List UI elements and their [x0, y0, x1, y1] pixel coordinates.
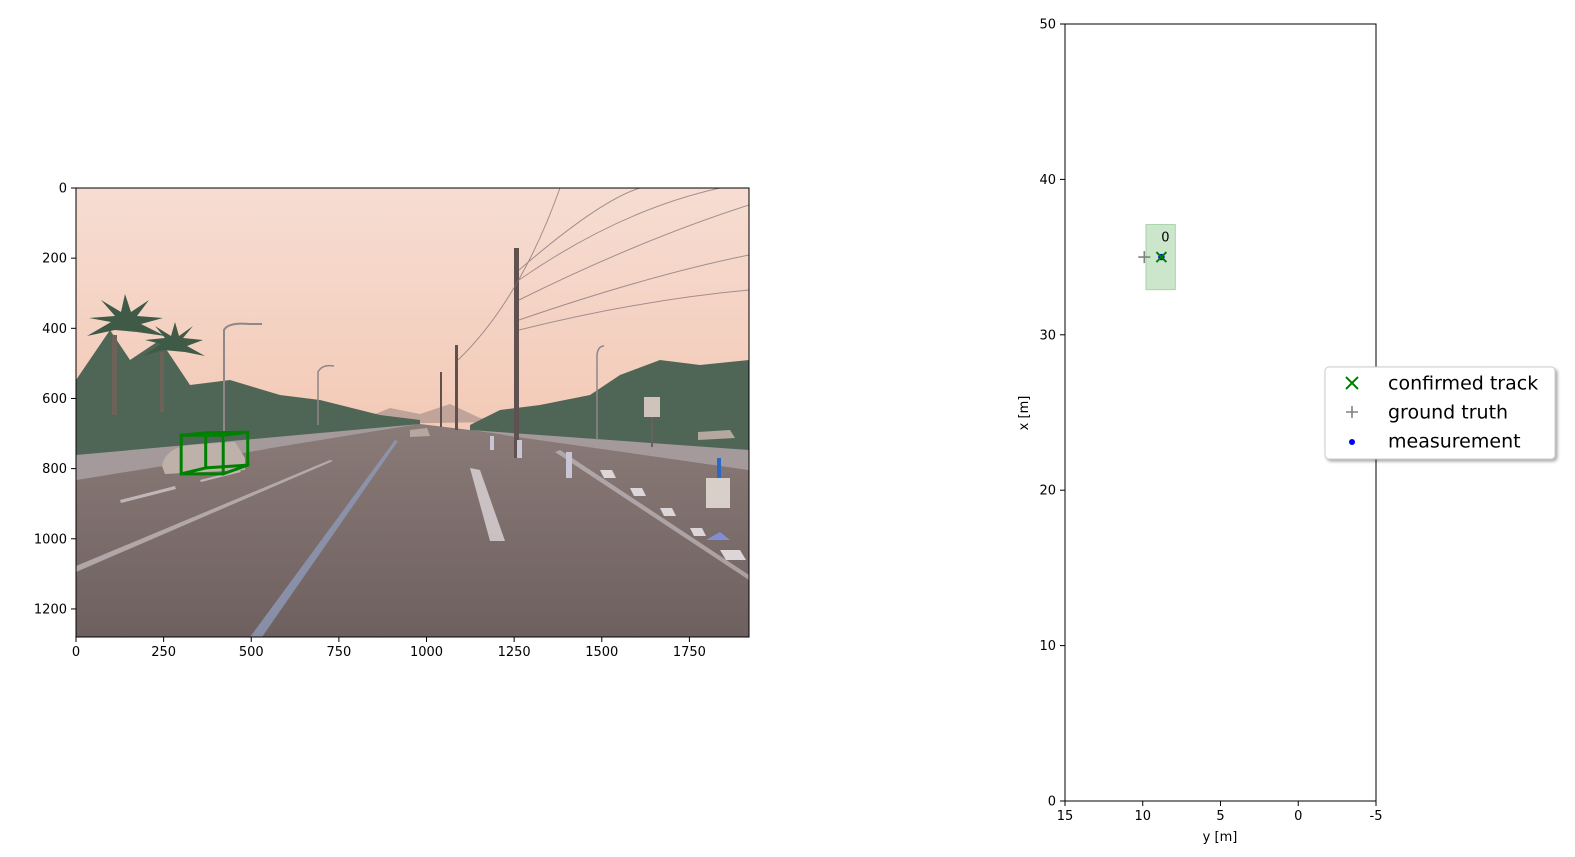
image-y-tick-label: 1000 — [34, 532, 67, 547]
image-y-tick-label: 400 — [42, 322, 67, 337]
bev-x-tick-label: 15 — [1057, 809, 1074, 824]
legend-frame — [1324, 366, 1556, 460]
bev-y-tick-label: 50 — [1039, 18, 1056, 33]
confirmed-track-markers: 0 — [1155, 230, 1170, 263]
image-x-tick-label: 750 — [326, 645, 351, 660]
image-x-tick-label: 250 — [151, 645, 176, 660]
image-y-ticks: 0 200 400 600 800 1000 1200 — [34, 182, 76, 617]
detection-3d-box — [179, 430, 250, 476]
box-edge — [179, 431, 208, 437]
image-x-tick-label: 0 — [72, 645, 80, 660]
box-edge — [179, 466, 208, 476]
ground-truth-marker — [1138, 251, 1151, 264]
box-edge — [221, 430, 250, 437]
image-y-tick-label: 1200 — [34, 602, 67, 617]
camera-image — [76, 188, 749, 637]
image-x-tick-label: 1500 — [585, 645, 618, 660]
image-y-tick-label: 600 — [42, 392, 67, 407]
legend-dot-icon — [1349, 439, 1355, 445]
bev-y-tick-label: 0 — [1048, 795, 1056, 810]
bev-y-tick-label: 20 — [1039, 484, 1056, 499]
legend-label: measurement — [1388, 431, 1521, 453]
bev-x-tick-label: 10 — [1134, 809, 1151, 824]
camera-image-panel: 0 250 500 750 1000 1250 1500 1750 0 200 400 600 800… — [34, 182, 750, 660]
confirmed-track-marker — [1155, 251, 1168, 263]
y-axis-title: x [m] — [1017, 396, 1032, 431]
ground-truth-markers — [1138, 251, 1151, 264]
box-edge — [204, 463, 250, 470]
image-y-tick-label: 200 — [42, 252, 67, 267]
bev-y-tick-label: 30 — [1039, 328, 1056, 343]
legend-entry: ground truth — [1346, 402, 1508, 424]
legend-cross-icon — [1345, 376, 1359, 390]
legend-entry: measurement — [1349, 431, 1521, 453]
bev-x-tick-label: 5 — [1216, 809, 1224, 824]
box-edge — [221, 463, 250, 476]
bev-y-tick-label: 40 — [1039, 173, 1056, 188]
image-x-tick-label: 1250 — [498, 645, 531, 660]
bev-x-tick-label: 0 — [1294, 809, 1302, 824]
image-x-tick-label: 1750 — [673, 645, 706, 660]
bev-x-tick-label: -5 — [1370, 809, 1383, 824]
legend-label: ground truth — [1388, 402, 1508, 424]
x-axis-title: y [m] — [1203, 830, 1238, 845]
birds-eye-axes-frame — [1064, 23, 1377, 802]
bev-y-tick-label: 10 — [1039, 639, 1056, 654]
image-x-tick-label: 1000 — [410, 645, 443, 660]
legend-entry: confirmed track — [1345, 373, 1538, 395]
image-x-tick-label: 500 — [239, 645, 264, 660]
image-x-ticks: 0 250 500 750 1000 1250 1500 1750 — [72, 637, 706, 660]
image-y-tick-label: 0 — [59, 182, 67, 197]
legend: confirmed track ground truth measurement — [1324, 366, 1556, 460]
legend-plus-icon — [1346, 406, 1358, 418]
birds-eye-y-ticks: 0 10 20 30 40 50 — [1039, 18, 1065, 810]
image-y-tick-label: 800 — [42, 462, 67, 477]
birds-eye-x-ticks: 15 10 5 0 -5 — [1057, 801, 1383, 824]
legend-label: confirmed track — [1388, 373, 1538, 395]
image-axes-frame — [75, 187, 750, 638]
track-id-label: 0 — [1161, 230, 1169, 245]
